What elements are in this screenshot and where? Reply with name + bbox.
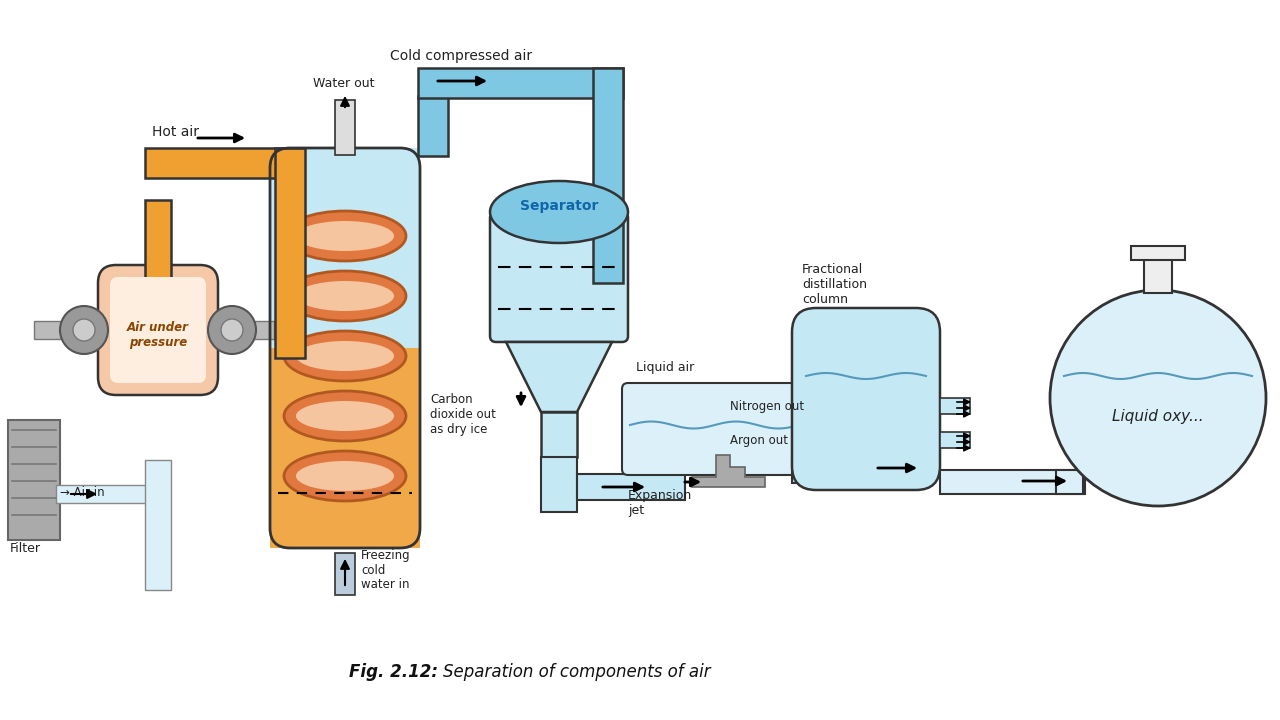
Ellipse shape bbox=[490, 181, 628, 243]
Text: Separation of components of air: Separation of components of air bbox=[443, 663, 710, 681]
Text: Carbon
dioxide out
as dry ice: Carbon dioxide out as dry ice bbox=[430, 392, 495, 436]
FancyBboxPatch shape bbox=[622, 383, 850, 475]
FancyBboxPatch shape bbox=[8, 420, 60, 540]
FancyBboxPatch shape bbox=[110, 277, 206, 383]
Ellipse shape bbox=[296, 341, 394, 371]
Text: Argon out: Argon out bbox=[730, 433, 788, 446]
Text: Liquid oxy...: Liquid oxy... bbox=[1112, 408, 1203, 423]
FancyBboxPatch shape bbox=[1056, 470, 1083, 494]
Ellipse shape bbox=[284, 451, 406, 501]
Text: Separator: Separator bbox=[520, 199, 598, 213]
Text: Freezing
cold
water in: Freezing cold water in bbox=[361, 549, 411, 592]
Text: Liquid air: Liquid air bbox=[636, 361, 694, 374]
Polygon shape bbox=[692, 455, 765, 487]
FancyBboxPatch shape bbox=[940, 432, 970, 448]
Ellipse shape bbox=[296, 461, 394, 491]
Text: Water out: Water out bbox=[314, 76, 375, 89]
Text: Hot air: Hot air bbox=[152, 125, 198, 139]
Circle shape bbox=[60, 306, 108, 354]
Polygon shape bbox=[506, 342, 612, 412]
FancyBboxPatch shape bbox=[145, 148, 303, 178]
FancyBboxPatch shape bbox=[940, 470, 1085, 494]
Text: Cold compressed air: Cold compressed air bbox=[390, 49, 532, 63]
Circle shape bbox=[1050, 290, 1266, 506]
FancyBboxPatch shape bbox=[145, 200, 172, 330]
FancyBboxPatch shape bbox=[419, 96, 448, 156]
FancyBboxPatch shape bbox=[1132, 246, 1185, 260]
FancyBboxPatch shape bbox=[99, 265, 218, 395]
Ellipse shape bbox=[284, 391, 406, 441]
Text: → Air in: → Air in bbox=[60, 485, 105, 498]
FancyBboxPatch shape bbox=[234, 321, 274, 339]
Text: Fractional
distillation
column: Fractional distillation column bbox=[803, 263, 867, 305]
FancyBboxPatch shape bbox=[1144, 258, 1172, 293]
FancyBboxPatch shape bbox=[419, 68, 623, 98]
Circle shape bbox=[209, 306, 256, 354]
FancyBboxPatch shape bbox=[56, 485, 154, 503]
Text: Fig. 2.12:: Fig. 2.12: bbox=[349, 663, 438, 681]
Ellipse shape bbox=[296, 221, 394, 251]
FancyBboxPatch shape bbox=[335, 553, 355, 595]
FancyBboxPatch shape bbox=[792, 455, 850, 483]
FancyBboxPatch shape bbox=[275, 148, 305, 358]
Text: Nitrogen out: Nitrogen out bbox=[730, 400, 804, 413]
Ellipse shape bbox=[296, 401, 394, 431]
FancyBboxPatch shape bbox=[577, 474, 685, 500]
FancyBboxPatch shape bbox=[792, 308, 940, 490]
FancyBboxPatch shape bbox=[335, 100, 355, 155]
FancyBboxPatch shape bbox=[145, 460, 172, 590]
FancyBboxPatch shape bbox=[940, 398, 970, 414]
FancyBboxPatch shape bbox=[541, 412, 577, 457]
Text: Air under
pressure: Air under pressure bbox=[127, 321, 189, 349]
Text: Expansion
jet: Expansion jet bbox=[628, 489, 692, 517]
Text: Filter: Filter bbox=[10, 541, 41, 554]
FancyBboxPatch shape bbox=[490, 212, 628, 342]
Circle shape bbox=[221, 319, 243, 341]
FancyBboxPatch shape bbox=[541, 457, 577, 512]
FancyBboxPatch shape bbox=[35, 321, 72, 339]
Circle shape bbox=[73, 319, 95, 341]
FancyBboxPatch shape bbox=[593, 68, 623, 283]
Ellipse shape bbox=[284, 331, 406, 381]
Ellipse shape bbox=[284, 211, 406, 261]
FancyBboxPatch shape bbox=[270, 148, 420, 348]
Ellipse shape bbox=[296, 281, 394, 311]
FancyBboxPatch shape bbox=[270, 348, 420, 548]
Ellipse shape bbox=[284, 271, 406, 321]
